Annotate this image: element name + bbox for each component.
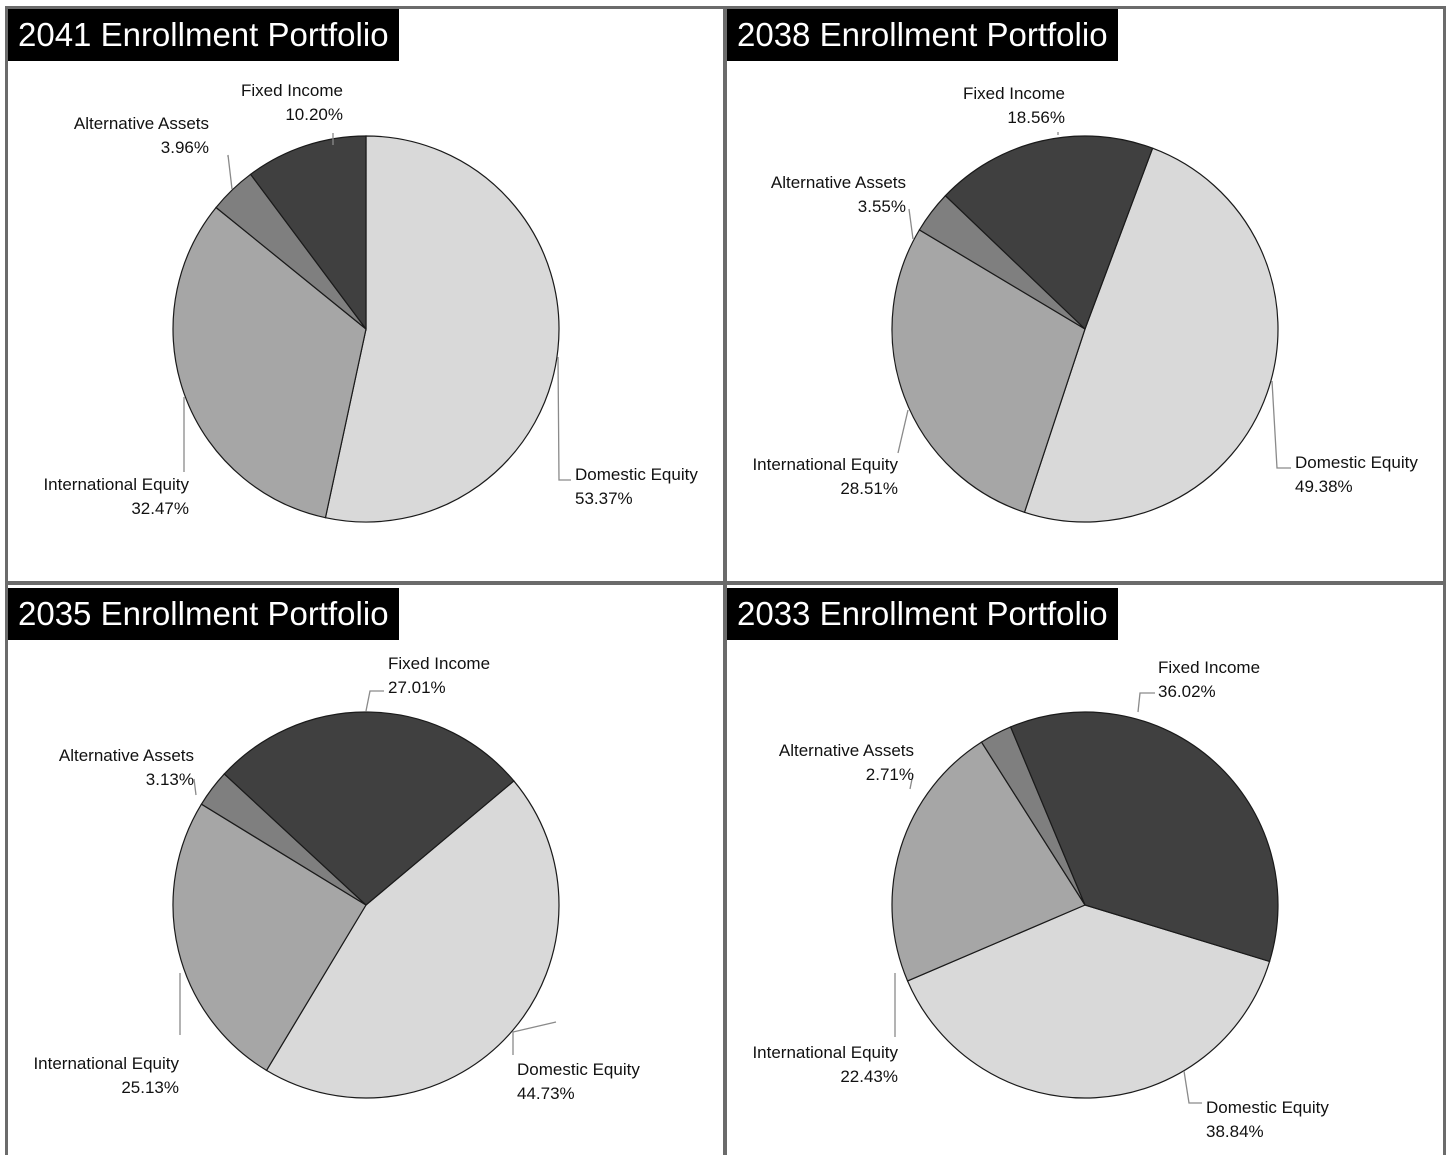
slice-value-alternative-assets: 3.96% (161, 138, 209, 157)
slice-label-domestic-equity: Domestic Equity (517, 1060, 640, 1079)
slice-label-international-equity: International Equity (752, 1043, 898, 1062)
chart-title: 2033 Enrollment Portfolio (727, 588, 1118, 640)
slice-value-fixed-income: 36.02% (1158, 682, 1216, 701)
leader-line-fixed-income (365, 690, 384, 712)
pie-slice-fixed-income (223, 711, 515, 906)
chart-panel-2041: Domestic Equity 53.37% International Equit… (8, 9, 723, 581)
slice-label-international-equity: International Equity (33, 1054, 179, 1073)
slice-label-international-equity: International Equity (752, 455, 898, 474)
pie-chart-2038: Domestic Equity 49.38% International Equit… (752, 84, 1418, 523)
slice-value-international-equity: 25.13% (121, 1078, 179, 1097)
slice-label-fixed-income: Fixed Income (388, 654, 490, 673)
chart-panel-2035: Domestic Equity 44.73% International Equit… (8, 585, 723, 1155)
panel-divider-horizontal (5, 581, 1445, 585)
slice-label-alternative-assets: Alternative Assets (74, 114, 209, 133)
leader-line-domestic-equity (557, 356, 571, 481)
slice-value-domestic-equity: 53.37% (575, 489, 633, 508)
leader-line-domestic-equity (1271, 380, 1291, 469)
leader-line-alternative-assets (908, 208, 914, 240)
pie-slice-fixed-income (944, 135, 1154, 331)
leader-line-alternative-assets (193, 778, 197, 796)
leader-line-alternative-assets (227, 154, 233, 190)
chart-title: 2038 Enrollment Portfolio (727, 9, 1118, 61)
slice-label-fixed-income: Fixed Income (1158, 658, 1260, 677)
slice-label-fixed-income: Fixed Income (241, 81, 343, 100)
slice-label-international-equity: International Equity (43, 475, 189, 494)
chart-panel-2038: Domestic Equity 49.38% International Equit… (727, 9, 1443, 581)
leader-line-domestic-equity (512, 1021, 557, 1055)
pie-chart-2033: Domestic Equity 38.84% International Equit… (752, 658, 1329, 1141)
slice-value-international-equity: 28.51% (840, 479, 898, 498)
slice-value-fixed-income: 27.01% (388, 678, 446, 697)
slice-label-alternative-assets: Alternative Assets (779, 741, 914, 760)
panel-divider-vertical (723, 6, 727, 1155)
slice-label-domestic-equity: Domestic Equity (575, 465, 698, 484)
pie-slice-international-equity (891, 741, 1086, 982)
pie-slice-international-equity (172, 206, 367, 519)
slice-label-domestic-equity: Domestic Equity (1295, 453, 1418, 472)
leader-line-alternative-assets (909, 773, 914, 790)
pie-slice-domestic-equity (324, 135, 560, 523)
leader-line-domestic-equity (1183, 1070, 1202, 1104)
chart-title: 2035 Enrollment Portfolio (8, 588, 399, 640)
panel-border-right (1443, 6, 1446, 1155)
panel-border-left (5, 6, 8, 1155)
pie-slice-fixed-income (1009, 711, 1279, 963)
pie-slice-domestic-equity (1023, 147, 1279, 523)
leader-line-international-equity (897, 409, 909, 454)
slice-value-alternative-assets: 3.13% (146, 770, 194, 789)
slice-value-alternative-assets: 2.71% (866, 765, 914, 784)
slice-value-domestic-equity: 44.73% (517, 1084, 575, 1103)
slice-value-international-equity: 22.43% (840, 1067, 898, 1086)
pie-chart-2035: Domestic Equity 44.73% International Equit… (33, 654, 640, 1103)
slice-value-international-equity: 32.47% (131, 499, 189, 518)
pie-slice-domestic-equity (265, 780, 560, 1099)
slice-value-fixed-income: 18.56% (1007, 108, 1065, 127)
pie-slice-fixed-income (249, 135, 367, 331)
pie-chart-2041: Domestic Equity 53.37% International Equit… (43, 81, 698, 523)
pie-slice-international-equity (172, 803, 367, 1072)
slice-label-alternative-assets: Alternative Assets (771, 173, 906, 192)
slice-value-domestic-equity: 49.38% (1295, 477, 1353, 496)
chart-panel-2033: Domestic Equity 38.84% International Equit… (727, 585, 1443, 1155)
slice-label-alternative-assets: Alternative Assets (59, 746, 194, 765)
slice-label-fixed-income: Fixed Income (963, 84, 1065, 103)
slice-value-fixed-income: 10.20% (285, 105, 343, 124)
slice-value-alternative-assets: 3.55% (858, 197, 906, 216)
slice-value-domestic-equity: 38.84% (1206, 1122, 1264, 1141)
pie-slice-domestic-equity (906, 904, 1271, 1099)
slice-label-domestic-equity: Domestic Equity (1206, 1098, 1329, 1117)
leader-line-fixed-income (1137, 692, 1155, 713)
chart-title: 2041 Enrollment Portfolio (8, 9, 399, 61)
